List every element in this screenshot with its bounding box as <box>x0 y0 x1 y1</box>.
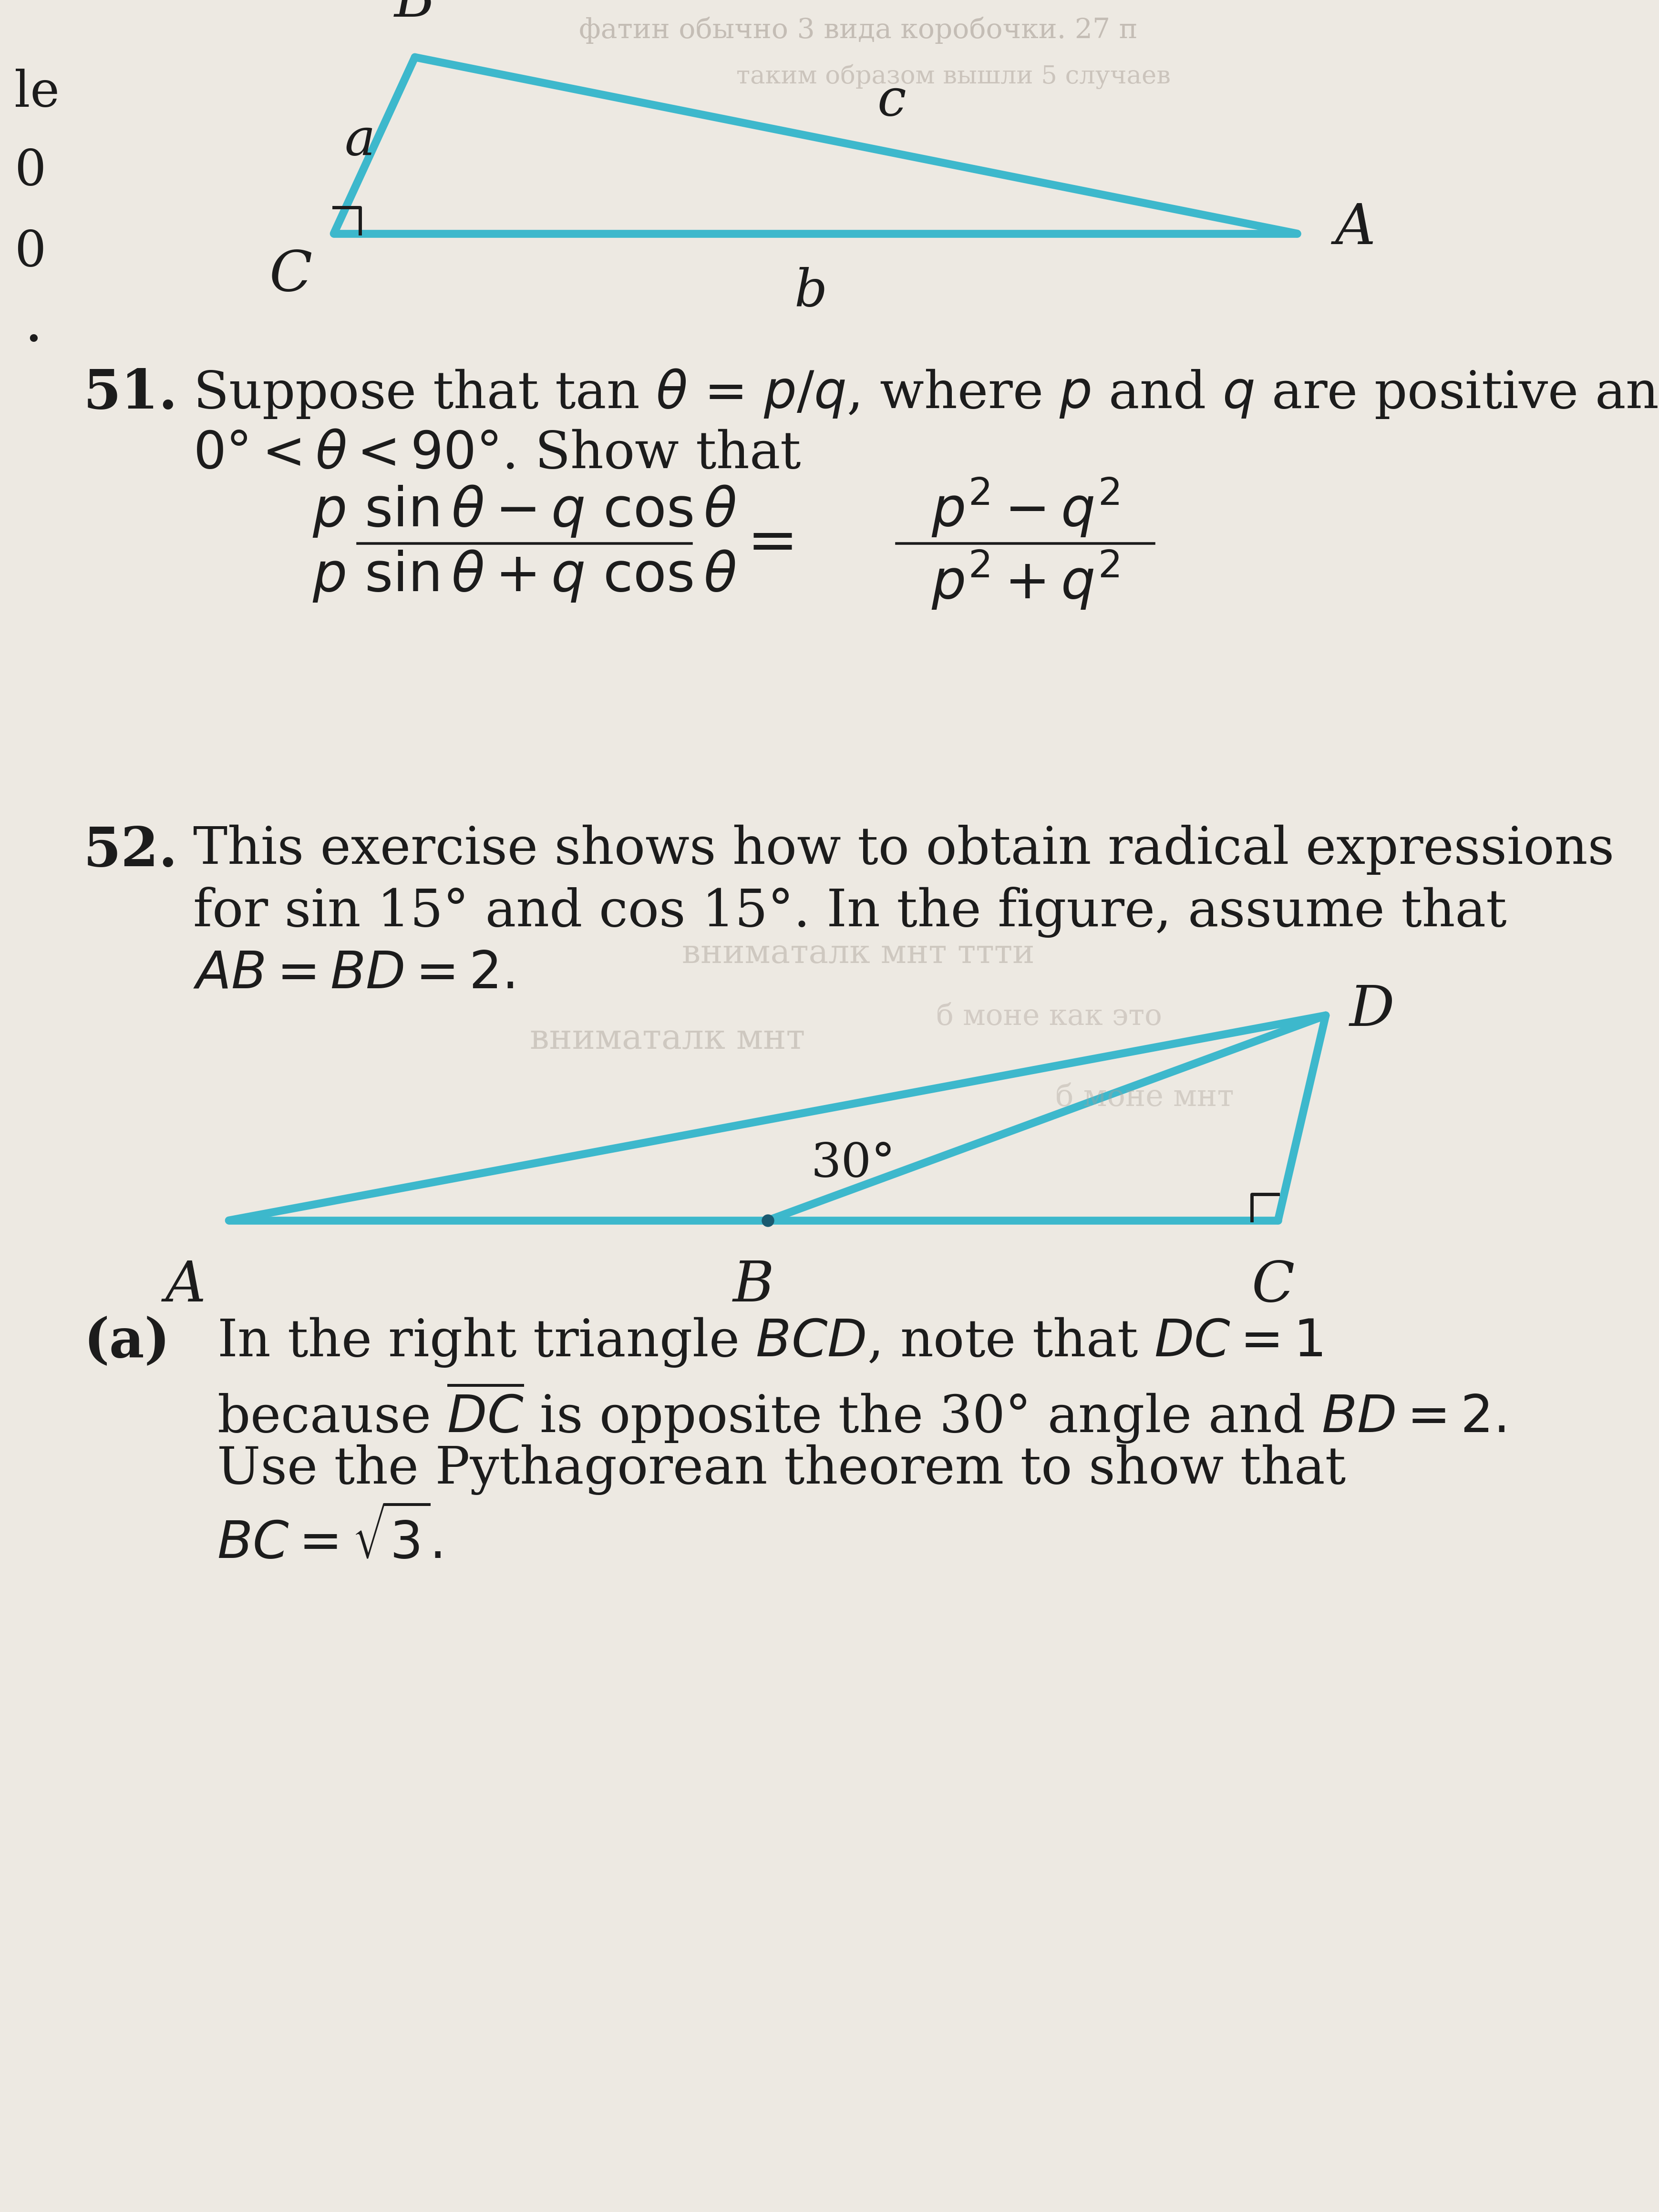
Text: 52.: 52. <box>83 825 178 878</box>
Text: In the right triangle $\mathit{BCD}$, note that $\mathit{DC} = 1$: In the right triangle $\mathit{BCD}$, no… <box>217 1316 1322 1369</box>
Text: вниматалк мнт ттти: вниматалк мнт ттти <box>682 938 1034 969</box>
Text: (a): (a) <box>83 1316 169 1369</box>
Text: Use the Pythagorean theorem to show that: Use the Pythagorean theorem to show that <box>217 1444 1345 1495</box>
Text: C: C <box>1251 1259 1294 1314</box>
Text: Suppose that tan $\theta$ = $p/q$, where $p$ and $q$ are positive and: Suppose that tan $\theta$ = $p/q$, where… <box>192 367 1659 420</box>
Text: This exercise shows how to obtain radical expressions: This exercise shows how to obtain radica… <box>192 825 1614 876</box>
Text: $p\ \sin\theta - q\ \cos\theta$: $p\ \sin\theta - q\ \cos\theta$ <box>312 484 737 540</box>
Text: $p^2 - q^2$: $p^2 - q^2$ <box>931 476 1118 540</box>
Text: б моне как это: б моне как это <box>936 1002 1161 1031</box>
Text: A: A <box>1335 201 1375 257</box>
Text: 30°: 30° <box>811 1141 894 1188</box>
Text: =: = <box>747 513 798 573</box>
Text: c: c <box>878 75 906 126</box>
Text: C: C <box>269 248 312 303</box>
Text: $p\ \sin\theta + q\ \cos\theta$: $p\ \sin\theta + q\ \cos\theta$ <box>312 549 737 604</box>
Text: .: . <box>23 296 43 354</box>
Text: b: b <box>795 268 826 316</box>
Text: D: D <box>1349 984 1394 1037</box>
Text: таким образом вышли 5 случаев: таким образом вышли 5 случаев <box>737 64 1171 88</box>
Text: B: B <box>395 0 435 29</box>
Text: б моне мнт: б моне мнт <box>1055 1084 1233 1113</box>
Text: B: B <box>733 1259 773 1314</box>
Text: $0°< \theta <90°$. Show that: $0°< \theta <90°$. Show that <box>192 429 801 480</box>
Text: фатин обычно 3 вида коробочки. 27 п: фатин обычно 3 вида коробочки. 27 п <box>579 18 1138 44</box>
Text: because $\overline{\mathit{DC}}$ is opposite the 30° angle and $\mathit{BD} = 2.: because $\overline{\mathit{DC}}$ is oppo… <box>217 1380 1505 1444</box>
Text: 0: 0 <box>15 148 46 197</box>
Text: for sin 15° and cos 15°. In the figure, assume that: for sin 15° and cos 15°. In the figure, … <box>192 887 1506 938</box>
Text: 51.: 51. <box>83 367 178 420</box>
Text: $p^2 + q^2$: $p^2 + q^2$ <box>931 549 1118 611</box>
Text: 0: 0 <box>15 228 46 276</box>
Text: $AB = BD = 2.$: $AB = BD = 2.$ <box>192 949 513 1000</box>
Text: a: a <box>345 115 375 166</box>
Text: $\mathit{BC} = \sqrt{3}.$: $\mathit{BC} = \sqrt{3}.$ <box>217 1509 441 1571</box>
Text: le: le <box>15 69 60 117</box>
Text: A: A <box>166 1259 206 1314</box>
Text: вниматалк мнт: вниматалк мнт <box>529 1022 805 1055</box>
